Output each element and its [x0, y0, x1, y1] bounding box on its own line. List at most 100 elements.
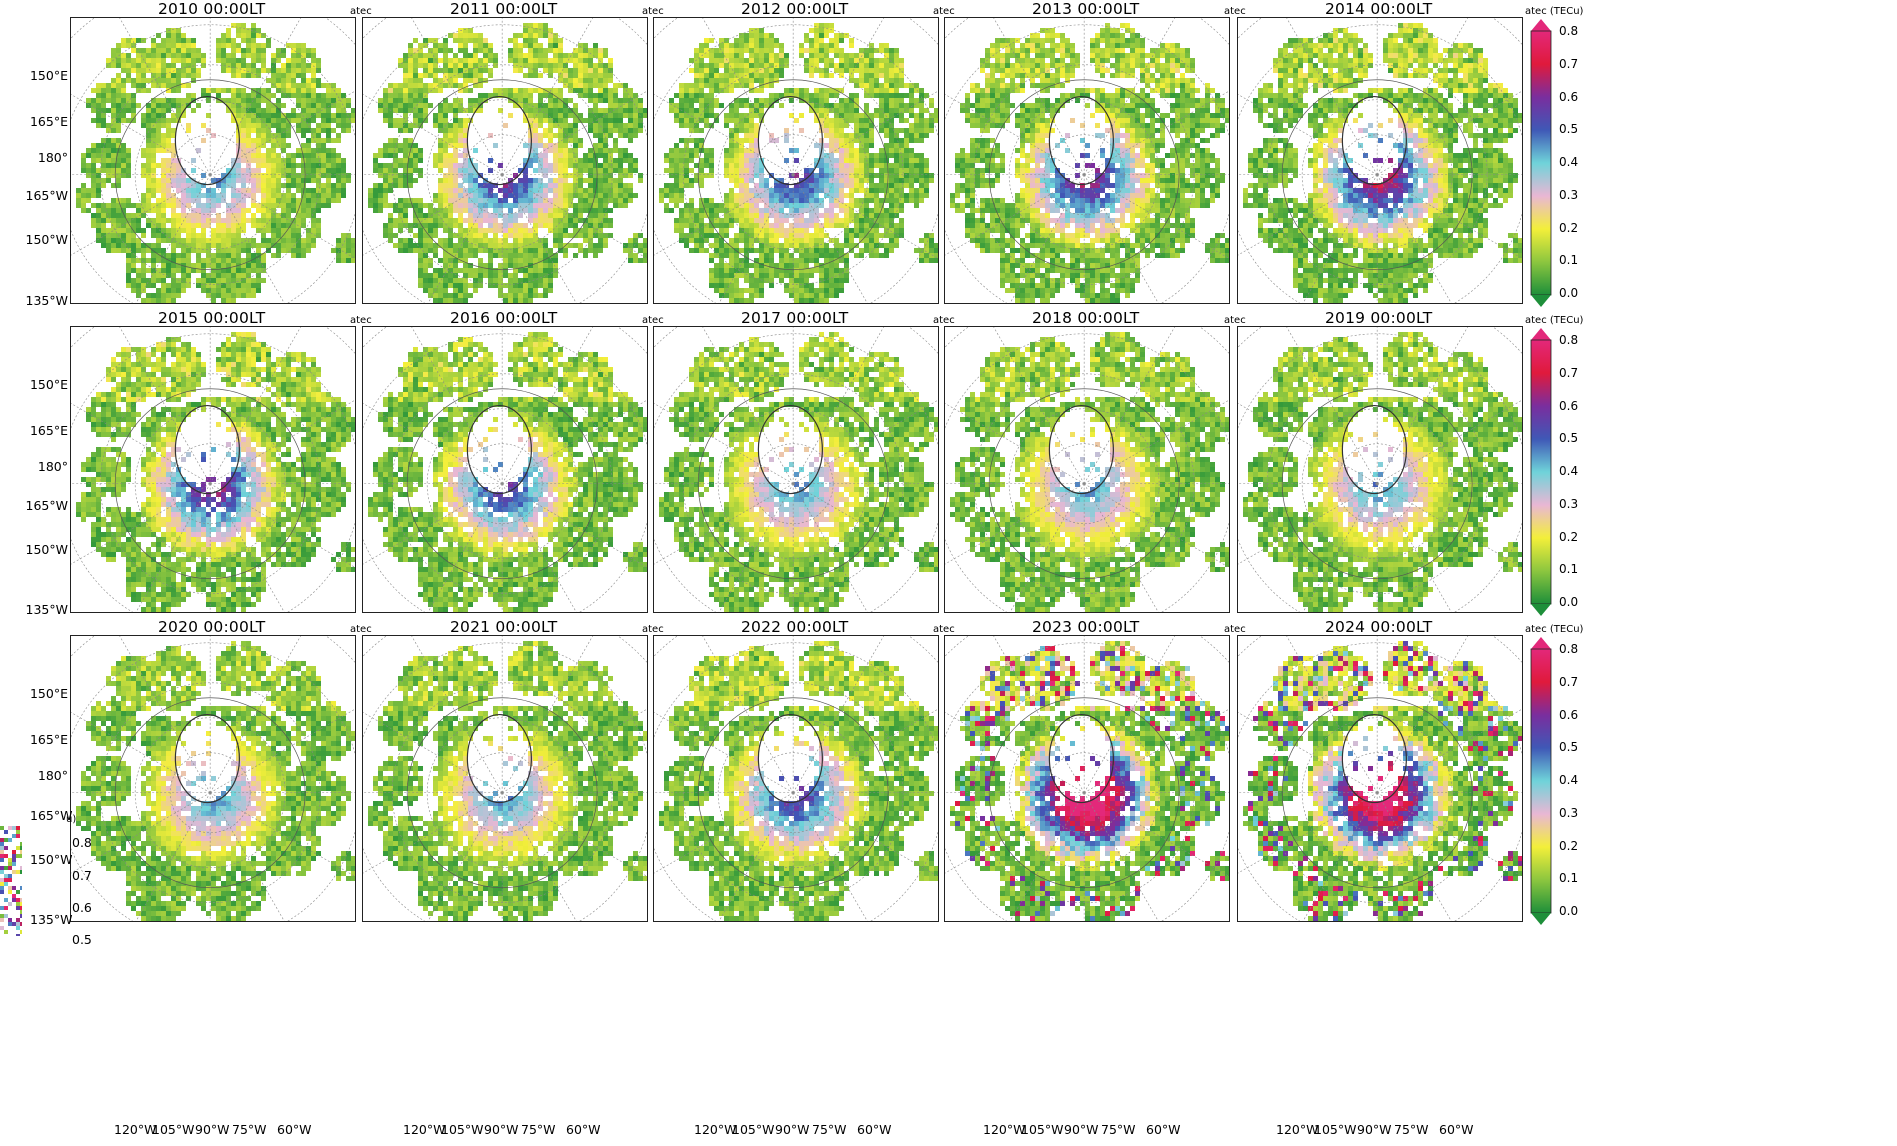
graticule — [945, 327, 1229, 612]
map-panel-2017 — [653, 326, 939, 613]
tec-scatter — [1243, 641, 1522, 921]
map-canvas — [363, 636, 647, 921]
map-canvas — [363, 327, 647, 612]
longitude-label: 75°W — [1394, 1122, 1429, 1137]
panel-unit-label: atec — [1224, 315, 1246, 326]
panel-unit-label: atec — [642, 315, 664, 326]
latitude-label: 135°W — [8, 293, 68, 308]
longitude-label: 120°W — [1276, 1122, 1318, 1137]
panel-unit-label: atec — [1224, 6, 1246, 17]
graticule — [71, 327, 355, 612]
map-panel-2015 — [70, 326, 356, 613]
longitude-label: 90°W — [1064, 1122, 1099, 1137]
panel-title: 2022 00:00LT — [741, 618, 848, 636]
latitude-ring — [988, 388, 1180, 580]
map-panel-2016 — [362, 326, 648, 613]
latitude-ring — [1281, 388, 1473, 580]
map-panel-2013 — [944, 17, 1230, 304]
colorbar-tick: 0.5 — [1559, 122, 1578, 136]
latitude-label: 165°W — [8, 188, 68, 203]
longitude-label: 90°W — [1357, 1122, 1392, 1137]
auroral-oval — [1048, 404, 1114, 495]
panel-title: 2023 00:00LT — [1032, 618, 1139, 636]
panel-title: 2019 00:00LT — [1325, 309, 1432, 327]
tec-scatter — [76, 23, 355, 303]
graticule — [945, 636, 1229, 921]
latitude-label: 180° — [8, 768, 68, 783]
tec-scatter — [76, 332, 355, 612]
tec-scatter — [659, 641, 938, 921]
fragment-unit-tail: u) — [66, 814, 76, 825]
colorbar-tick: 0.5 — [1559, 431, 1578, 445]
fragment-tick: 0.6 — [72, 900, 92, 915]
map-canvas — [1238, 327, 1522, 612]
auroral-oval — [757, 404, 823, 495]
latitude-label: 150°E — [8, 68, 68, 83]
longitude-label: 105°W — [152, 1122, 194, 1137]
latitude-label: 180° — [8, 459, 68, 474]
colorbar-tick: 0.5 — [1559, 740, 1578, 754]
auroral-oval — [466, 95, 532, 186]
map-canvas — [71, 327, 355, 612]
colorbar-tick: 0.0 — [1559, 904, 1578, 918]
panel-title: 2020 00:00LT — [158, 618, 265, 636]
colorbar-tick: 0.6 — [1559, 708, 1578, 722]
auroral-oval — [174, 95, 240, 186]
panel-unit-label: atec — [350, 624, 372, 635]
graticule — [654, 327, 938, 612]
latitude-ring — [988, 79, 1180, 271]
tec-scatter — [659, 23, 938, 303]
colorbar-tick: 0.1 — [1559, 871, 1578, 885]
map-panel-2012 — [653, 17, 939, 304]
map-canvas — [945, 18, 1229, 303]
graticule — [654, 18, 938, 303]
latitude-ring — [406, 697, 598, 889]
colorbar-tick: 0.4 — [1559, 464, 1578, 478]
colorbar — [1530, 328, 1552, 616]
map-canvas — [1238, 18, 1522, 303]
colorbar-tick: 0.2 — [1559, 839, 1578, 853]
panel-title: 2012 00:00LT — [741, 0, 848, 18]
panel-title: 2013 00:00LT — [1032, 0, 1139, 18]
map-panel-2019 — [1237, 326, 1523, 613]
longitude-label: 90°W — [195, 1122, 230, 1137]
colorbar-tick: 0.7 — [1559, 57, 1578, 71]
auroral-oval — [1341, 95, 1407, 186]
longitude-label: 120°W — [114, 1122, 156, 1137]
longitude-label: 120°W — [403, 1122, 445, 1137]
panel-unit-label: atec — [1224, 624, 1246, 635]
colorbar-tick: 0.8 — [1559, 333, 1578, 347]
latitude-label: 150°W — [8, 542, 68, 557]
panel-unit-label: atec — [933, 624, 955, 635]
map-panel-2022 — [653, 635, 939, 922]
map-canvas — [945, 636, 1229, 921]
longitude-label: 120°W — [694, 1122, 736, 1137]
panel-title: 2018 00:00LT — [1032, 309, 1139, 327]
longitude-label: 75°W — [1101, 1122, 1136, 1137]
latitude-ring — [114, 79, 306, 271]
latitude-ring — [406, 79, 598, 271]
graticule — [363, 327, 647, 612]
auroral-oval — [1048, 95, 1114, 186]
colorbar-tick: 0.6 — [1559, 399, 1578, 413]
latitude-label: 165°E — [8, 423, 68, 438]
map-canvas — [654, 18, 938, 303]
tec-scatter — [950, 332, 1229, 612]
map-panel-2020 — [70, 635, 356, 922]
fragment-colorbar — [0, 826, 22, 936]
latitude-label: 150°W — [8, 232, 68, 247]
panel-unit-label: atec — [350, 315, 372, 326]
map-panel-2024 — [1237, 635, 1523, 922]
map-canvas — [71, 18, 355, 303]
map-canvas — [945, 327, 1229, 612]
tec-scatter — [1243, 332, 1522, 612]
latitude-ring — [114, 697, 306, 889]
latitude-label: 135°W — [8, 602, 68, 617]
latitude-label: 165°E — [8, 732, 68, 747]
latitude-ring — [1281, 697, 1473, 889]
graticule — [1238, 327, 1522, 612]
tec-scatter — [659, 332, 938, 612]
latitude-label: 150°E — [8, 686, 68, 701]
graticule — [945, 18, 1229, 303]
map-panel-2014 — [1237, 17, 1523, 304]
